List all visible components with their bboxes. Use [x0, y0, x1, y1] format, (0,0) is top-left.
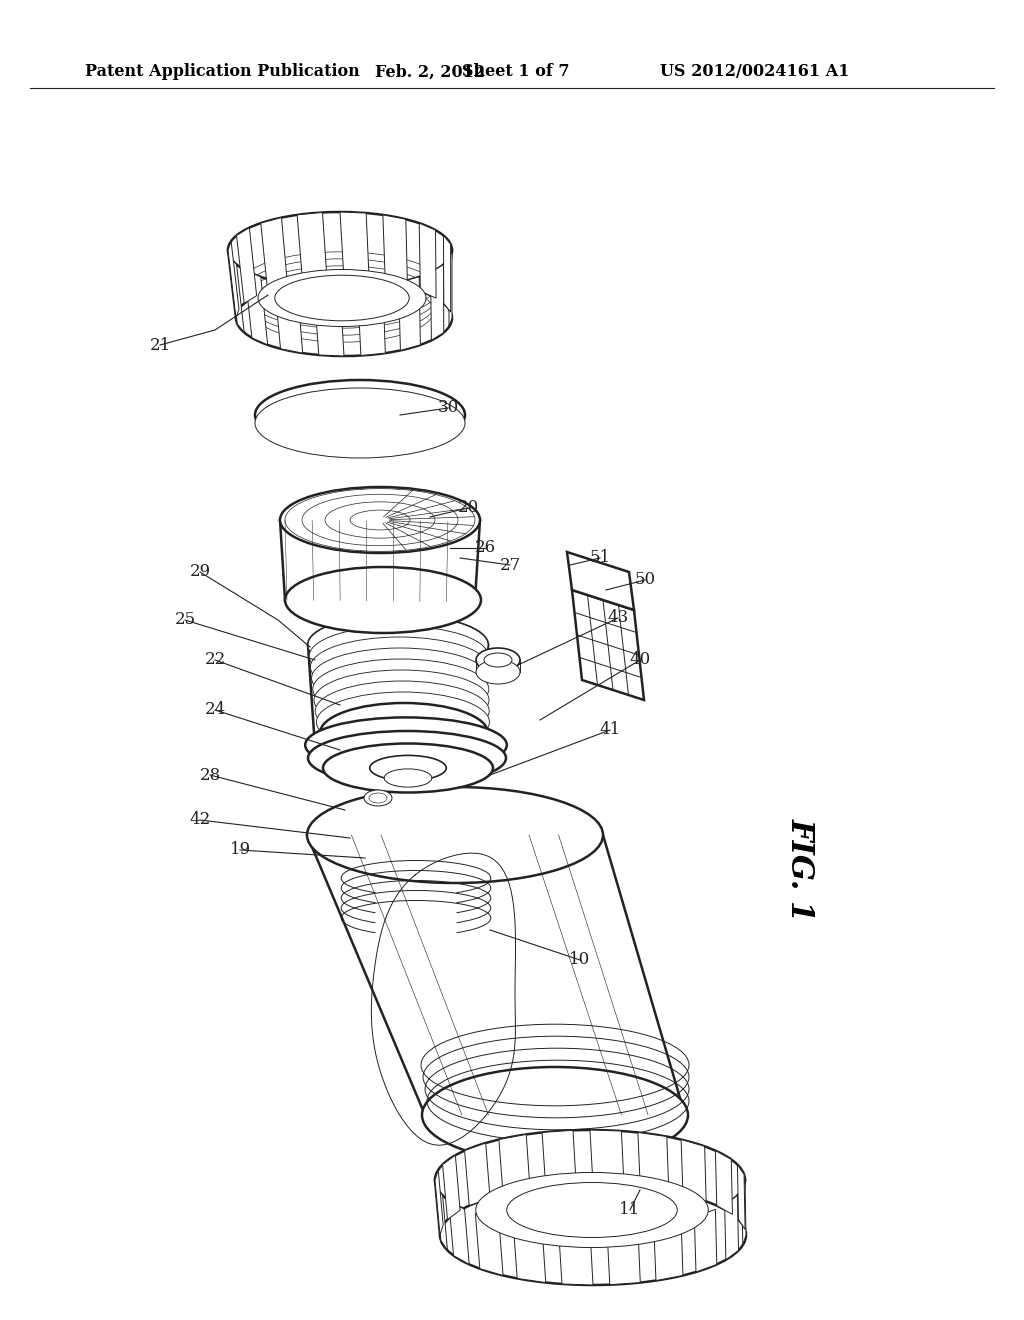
- Polygon shape: [228, 242, 239, 318]
- Text: 42: 42: [189, 812, 211, 829]
- Polygon shape: [357, 285, 385, 355]
- Ellipse shape: [255, 388, 465, 458]
- Polygon shape: [435, 1170, 443, 1236]
- Text: 21: 21: [150, 337, 171, 354]
- Polygon shape: [513, 1224, 546, 1283]
- Ellipse shape: [308, 731, 506, 785]
- Polygon shape: [449, 249, 452, 327]
- Text: 41: 41: [599, 722, 621, 738]
- Ellipse shape: [274, 275, 410, 321]
- Text: Patent Application Publication: Patent Application Publication: [85, 63, 359, 81]
- Polygon shape: [607, 1228, 640, 1284]
- Polygon shape: [261, 218, 288, 292]
- Ellipse shape: [310, 638, 488, 697]
- Ellipse shape: [440, 1185, 746, 1284]
- Ellipse shape: [507, 1183, 677, 1238]
- Ellipse shape: [315, 681, 489, 741]
- Polygon shape: [694, 1209, 717, 1272]
- Polygon shape: [716, 1151, 732, 1214]
- Text: 22: 22: [205, 652, 225, 668]
- Text: 27: 27: [500, 557, 520, 573]
- Text: 40: 40: [630, 652, 650, 668]
- Text: 28: 28: [200, 767, 220, 784]
- Ellipse shape: [369, 793, 387, 803]
- Ellipse shape: [476, 648, 520, 672]
- Text: 26: 26: [474, 540, 496, 557]
- Ellipse shape: [305, 717, 507, 772]
- Polygon shape: [681, 1139, 707, 1201]
- Polygon shape: [398, 277, 421, 350]
- Polygon shape: [567, 552, 634, 610]
- Ellipse shape: [316, 692, 489, 752]
- Ellipse shape: [311, 648, 488, 708]
- Polygon shape: [436, 1185, 447, 1250]
- Ellipse shape: [422, 1067, 688, 1163]
- Polygon shape: [725, 1196, 738, 1259]
- Ellipse shape: [476, 660, 520, 684]
- Ellipse shape: [364, 789, 392, 807]
- Ellipse shape: [285, 389, 435, 440]
- Polygon shape: [542, 1130, 577, 1188]
- Ellipse shape: [312, 659, 488, 719]
- Polygon shape: [590, 1130, 624, 1187]
- Ellipse shape: [308, 615, 488, 675]
- Polygon shape: [431, 264, 443, 341]
- Polygon shape: [475, 1213, 503, 1275]
- Text: Feb. 2, 2012: Feb. 2, 2012: [375, 63, 485, 81]
- Polygon shape: [340, 213, 370, 281]
- Polygon shape: [443, 235, 451, 312]
- Polygon shape: [245, 269, 267, 345]
- Ellipse shape: [484, 653, 512, 667]
- Text: 11: 11: [620, 1201, 641, 1218]
- Polygon shape: [313, 286, 344, 356]
- Polygon shape: [419, 223, 436, 298]
- Polygon shape: [274, 281, 303, 354]
- Ellipse shape: [314, 671, 489, 730]
- Polygon shape: [237, 227, 257, 304]
- Ellipse shape: [258, 269, 426, 326]
- Text: 10: 10: [569, 952, 591, 969]
- Polygon shape: [558, 1229, 593, 1284]
- Ellipse shape: [370, 755, 446, 780]
- Ellipse shape: [228, 213, 452, 288]
- Text: 19: 19: [229, 842, 251, 858]
- Text: 51: 51: [590, 549, 610, 566]
- Polygon shape: [465, 1143, 490, 1205]
- Ellipse shape: [255, 380, 465, 450]
- Ellipse shape: [307, 787, 603, 883]
- Polygon shape: [737, 1164, 745, 1229]
- Polygon shape: [449, 1201, 469, 1265]
- Ellipse shape: [319, 704, 488, 763]
- Text: 30: 30: [437, 400, 459, 417]
- Polygon shape: [572, 590, 644, 700]
- Text: 29: 29: [189, 564, 211, 581]
- Text: 43: 43: [607, 610, 629, 627]
- Text: FIG. 1: FIG. 1: [784, 818, 815, 921]
- Polygon shape: [229, 256, 244, 333]
- Polygon shape: [442, 1155, 460, 1220]
- Text: Sheet 1 of 7: Sheet 1 of 7: [462, 63, 569, 81]
- Text: 50: 50: [635, 572, 655, 589]
- Ellipse shape: [236, 280, 452, 356]
- Ellipse shape: [384, 768, 432, 787]
- Polygon shape: [638, 1133, 669, 1192]
- Polygon shape: [383, 215, 408, 288]
- Text: 24: 24: [205, 701, 225, 718]
- Polygon shape: [297, 213, 327, 282]
- Ellipse shape: [285, 568, 481, 634]
- Text: 20: 20: [458, 499, 478, 516]
- Ellipse shape: [323, 743, 493, 792]
- Polygon shape: [653, 1221, 683, 1280]
- Ellipse shape: [435, 1130, 745, 1230]
- Polygon shape: [741, 1180, 746, 1245]
- Polygon shape: [499, 1134, 530, 1195]
- Ellipse shape: [308, 615, 488, 675]
- Ellipse shape: [280, 487, 480, 553]
- Ellipse shape: [309, 626, 488, 686]
- Text: US 2012/0024161 A1: US 2012/0024161 A1: [660, 63, 850, 81]
- Text: 25: 25: [174, 611, 196, 628]
- Ellipse shape: [476, 1172, 709, 1247]
